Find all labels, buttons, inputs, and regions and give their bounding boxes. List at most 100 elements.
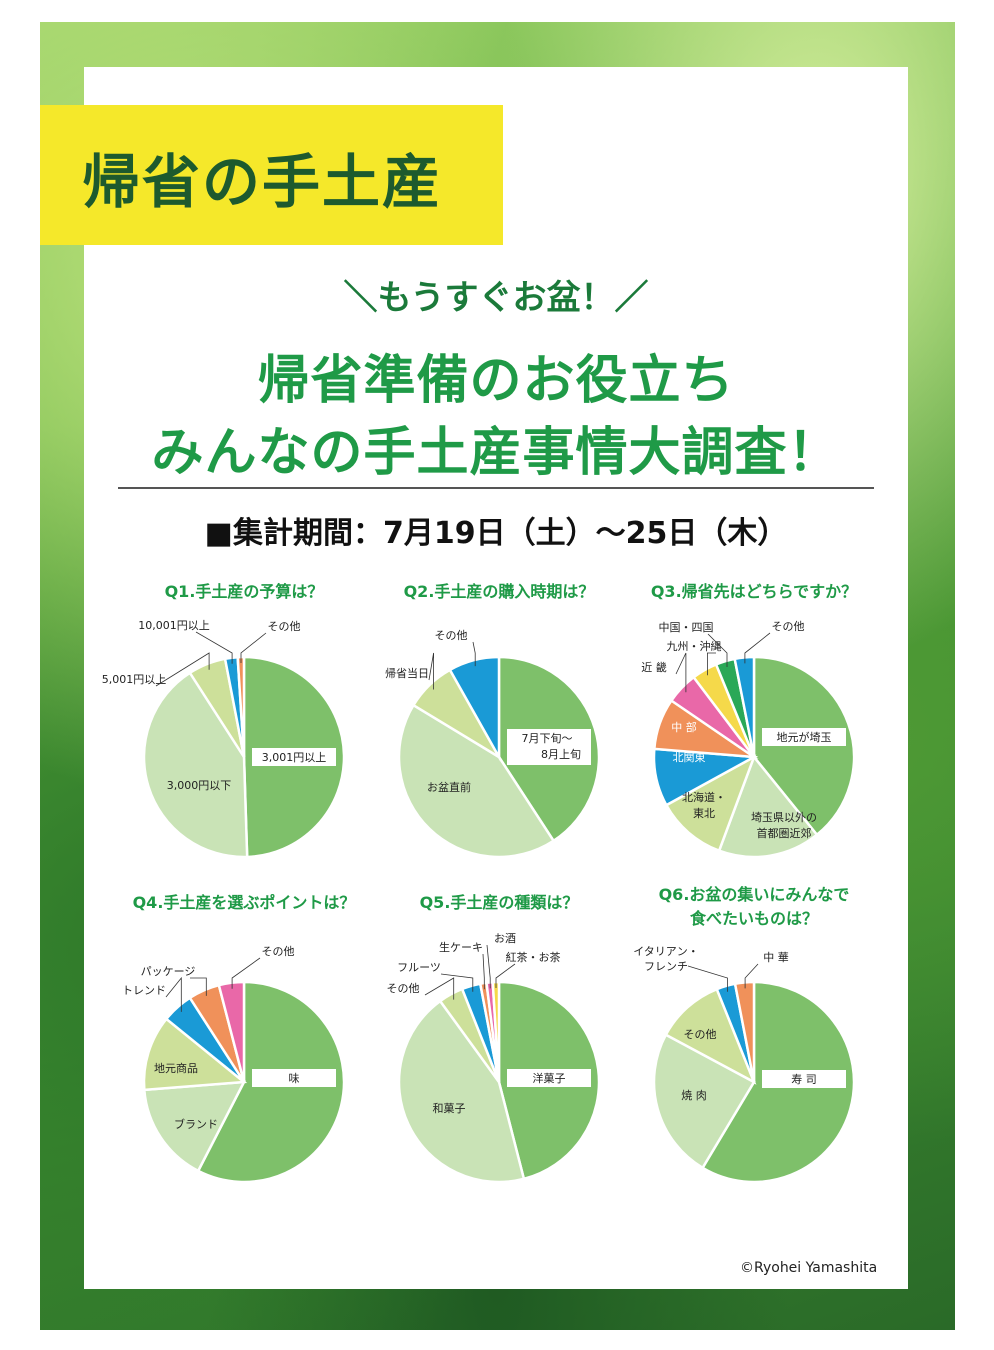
leader-line [707,633,728,667]
chart-title: Q2.手土産の購入時期は？ [404,582,595,601]
slice-label: 近 畿 [641,660,667,674]
title-banner: 帰省の手土産 [40,105,503,245]
slice-label: トレンド [122,984,166,997]
slice-label: その他 [262,945,295,958]
leader-line [482,953,485,990]
pie-slice [142,1080,247,1173]
slice-label: 3,001円以上 [262,751,327,764]
slice-label: 寿 司 [791,1072,817,1086]
slice-label: 洋菓子 [533,1071,566,1085]
label-box [252,1069,336,1087]
label-box [507,729,591,765]
slice-label: その他 [387,982,420,995]
label-box [762,728,846,746]
slice-label: 紅茶・お茶 [506,951,561,964]
pie-slice [142,671,249,859]
banner-title: 帰省の手土産 [82,148,443,216]
slice-label: 3,000円以下 [167,779,232,792]
leader-line [190,977,207,996]
slice-label: 地元が埼玉 [777,730,832,744]
leader-line [472,641,476,667]
leader-line [744,632,771,664]
slice-label: イタリアン・ [633,945,699,958]
slice-label: その他 [684,1028,717,1041]
slice-label: 首都圏近郊 [757,826,812,840]
label-box [252,748,336,766]
slice-label: 生ケーキ [439,940,483,954]
leader-line [155,652,210,687]
leader-line [675,652,687,693]
pie-chart-q1: Q1.手土産の予算は？ 3,001円以上 3,000円以下 5,001円以上 10,00… [102,582,346,859]
pie-slice [664,987,757,1085]
pie-slice [733,655,756,758]
slice-label: 地元商品 [154,1061,198,1075]
pie-slice [397,703,556,859]
leader-line [486,944,491,989]
headline-line-1: 帰省準備のお役立ち [257,351,735,411]
slice-label: 8月上旬 [541,748,581,761]
pie-slice [142,1017,248,1092]
slice-label: フレンチ [644,960,688,973]
leader-line [165,976,182,1012]
slice-label: 中 華 [763,951,789,964]
slice-label: 埼玉県以外の [751,810,817,824]
survey-period: ■集計期間：7月19日（土）～25日（木） [204,516,788,551]
leader-line [424,977,455,1000]
pie-slice [733,980,756,1083]
chart-title: Q5.手土産の種類は？ [420,893,579,912]
kicker-text: ＼もうすぐお盆！／ [343,278,649,318]
leader-line [195,631,233,664]
photo-credit: ©Ryohei Yamashita [740,1260,878,1276]
divider-rule [118,487,874,489]
leader-line [744,963,759,989]
chart-title: Q4.手土産を選ぶポイントは？ [133,893,356,912]
slice-label: パッケージ [141,965,196,978]
pie-slice [717,754,819,859]
slice-label: 東北 [693,807,715,820]
leader-line [440,973,474,992]
leader-line [240,632,267,663]
slice-label: 和菓子 [433,1102,466,1115]
slice-label: ブランド [174,1117,218,1131]
pie-slice [652,1033,756,1170]
leader-line [231,957,261,989]
leader-line [707,652,716,676]
chart-title: Q3.帰省先はどちらですか？ [651,582,857,601]
slice-label: 北関東 [673,751,706,764]
slice-label: フルーツ [397,961,441,974]
slice-label: 焼 肉 [681,1089,707,1102]
slice-label: お盆直前 [427,780,471,794]
slice-label: 味 [289,1072,300,1085]
chart-title-line2: 食べたいものは？ [689,909,818,928]
pie-slice [664,754,757,853]
pie-slice [397,999,526,1184]
pie-slice [448,655,501,762]
slice-label: 10,001円以上 [138,619,210,632]
slice-label: 北海道・ [682,790,726,804]
chart-title: Q1.手土産の予算は？ [165,582,324,601]
label-box [762,1070,846,1088]
label-box [507,1069,591,1087]
slice-label: 5,001円以上 [102,673,167,686]
pie-slice [217,980,246,1083]
headline-line-2: みんなの手土産事情大調査！ [151,423,841,483]
leader-line [687,965,728,992]
slice-label: その他 [772,620,805,633]
slice-label: その他 [435,629,468,642]
slice-label: その他 [268,620,301,633]
slice-label: お酒 [494,932,516,945]
leader-line [495,963,516,988]
leader-line [428,652,435,690]
slice-label: 7月下旬～ [522,732,573,745]
slice-label: 中国・四国 [659,621,714,634]
slice-label: 帰省当日 [385,666,429,680]
slice-label: 九州・沖縄 [667,639,722,653]
chart-title-line1: Q6.お盆の集いにみんなで [659,885,850,904]
slice-label: 中 部 [671,720,697,734]
